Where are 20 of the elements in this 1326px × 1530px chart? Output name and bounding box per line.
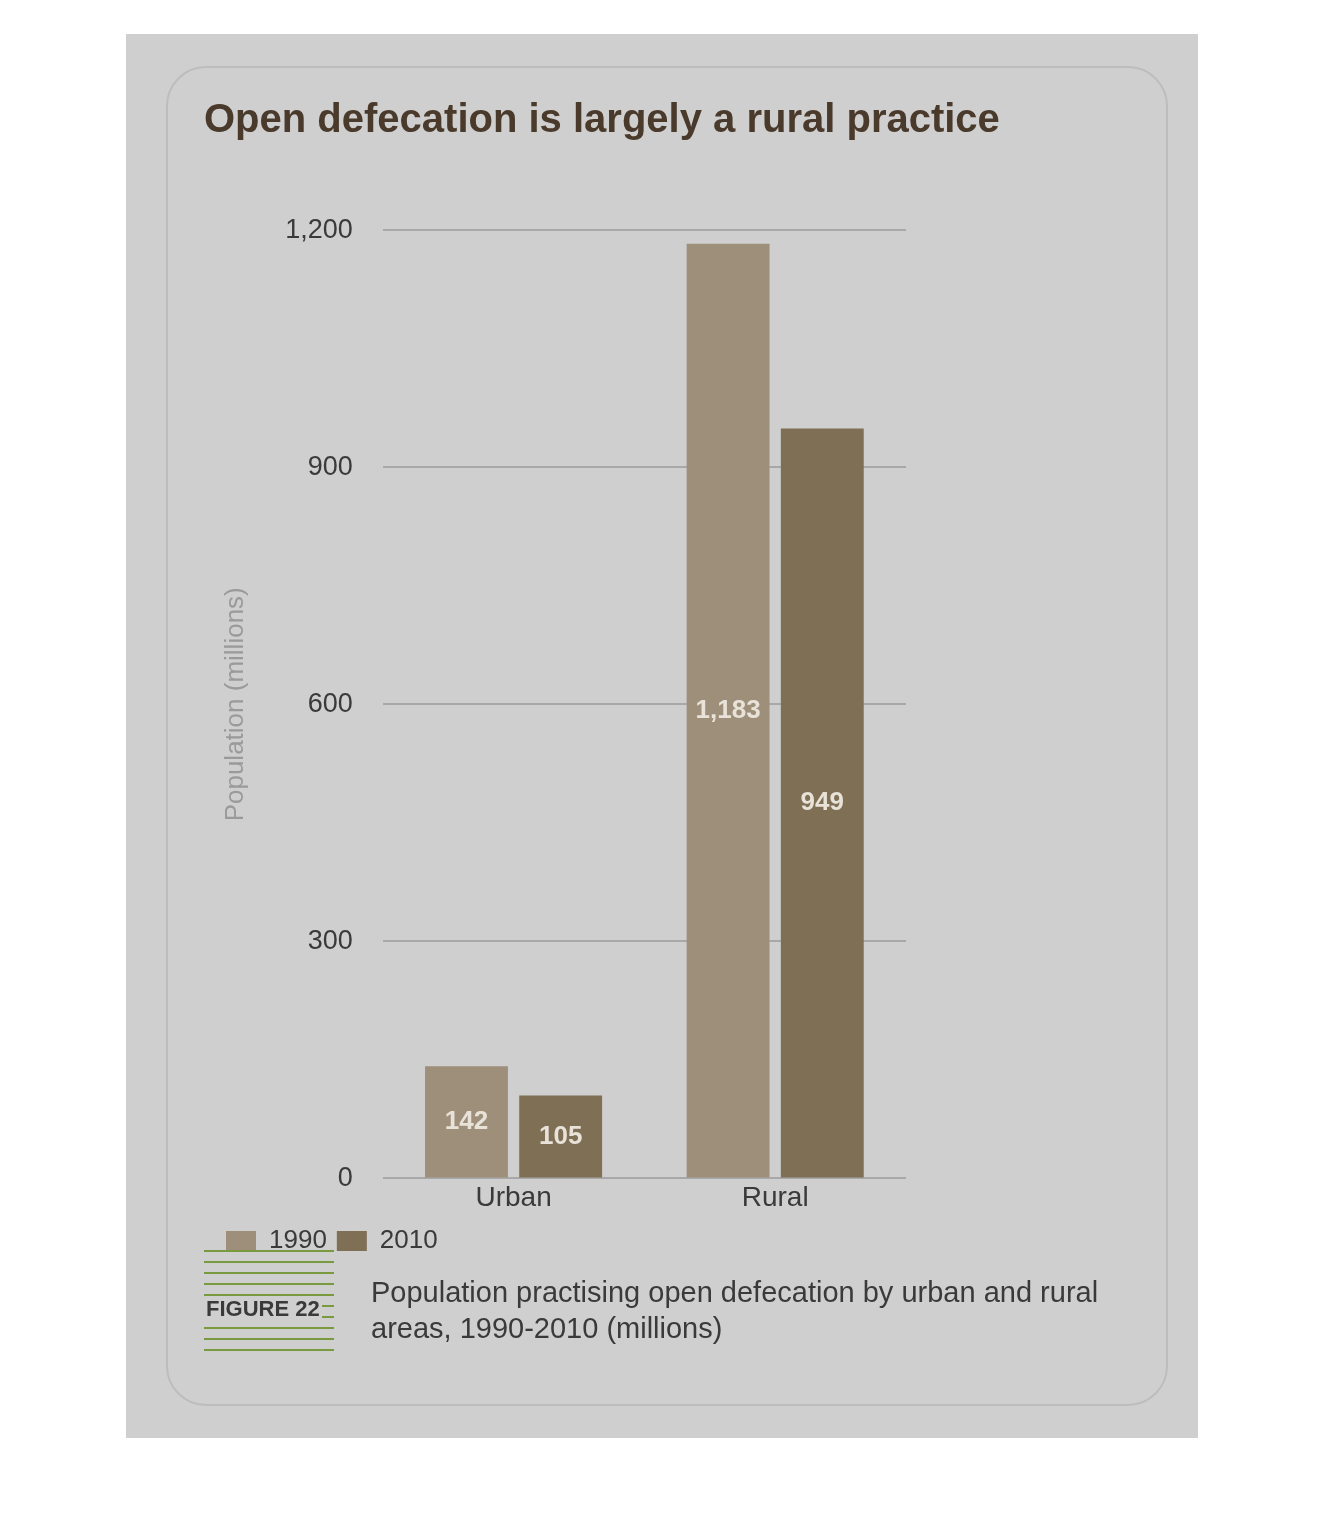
y-tick-label: 1,200 [285,213,353,244]
y-tick-label: 600 [307,687,353,718]
text: Population practising open defecation by urban and rural areas, 1990-2010 (millions) [371,1275,1100,1346]
data-label: 105 [538,1119,583,1150]
bar [519,1095,603,1178]
x-tick-label: Rural [741,1180,809,1212]
bar [686,243,770,1178]
y-tick-label: 900 [307,450,353,481]
x-tick-label: Urban [475,1180,552,1212]
data-label: 1,183 [695,693,761,724]
chart-title: Open defecation is largely a rural practice [204,96,1000,141]
y-tick-label: 300 [307,924,353,955]
y-tick-label: 0 [337,1161,353,1192]
legend-label: 1990 [269,1224,327,1255]
caption: FIGURE 22 [204,1296,322,1322]
bar [780,428,864,1178]
data-label: 142 [444,1104,489,1135]
legend-label: 2010 [379,1224,438,1255]
data-label: 949 [800,786,844,817]
bar [425,1066,508,1178]
